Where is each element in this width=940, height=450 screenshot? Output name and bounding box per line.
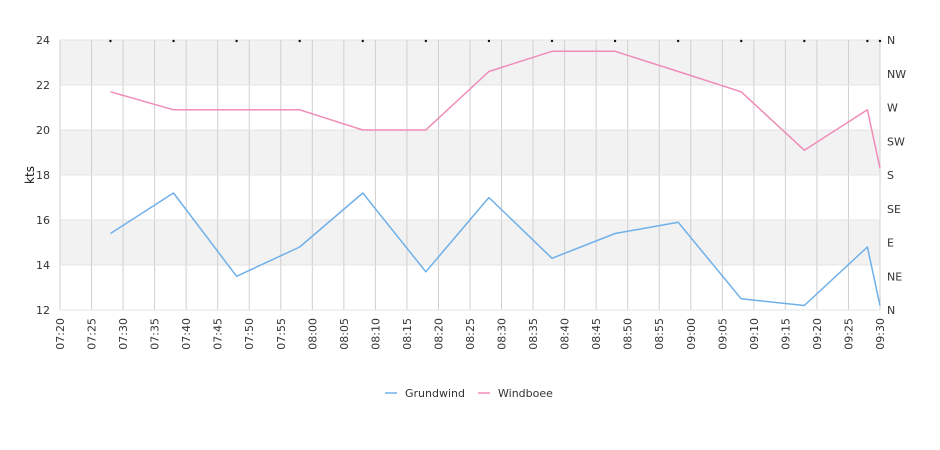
- x-tick-label: 09:05: [716, 318, 729, 350]
- direction-tick-label: NW: [887, 68, 906, 81]
- y-tick-label: 18: [36, 169, 50, 182]
- x-tick-label: 08:10: [369, 318, 382, 350]
- x-tick-label: 08:40: [559, 318, 572, 350]
- y-tick-label: 12: [36, 304, 50, 317]
- direction-markers: [109, 39, 882, 43]
- x-tick-label: 08:45: [590, 318, 603, 350]
- x-tick-label: 09:10: [748, 318, 761, 350]
- direction-tick-label: S: [887, 169, 894, 182]
- direction-marker: [613, 39, 617, 43]
- direction-marker: [740, 39, 743, 43]
- series-line-windboee: [110, 50, 881, 169]
- direction-marker: [235, 39, 238, 43]
- x-tick-label: 09:15: [779, 318, 792, 350]
- x-tick-label: 09:30: [874, 318, 887, 350]
- x-tick-label: 08:20: [432, 318, 445, 350]
- direction-tick-label: E: [887, 237, 894, 250]
- x-tick-label: 08:05: [338, 318, 351, 350]
- x-axis-ticks: 07:20 07:25 07:30 07:35 07:40 07:45 07:50 07:55…: [54, 318, 887, 350]
- x-tick-label: 07:40: [180, 318, 193, 350]
- direction-tick-label: N: [887, 34, 895, 47]
- legend-label[interactable]: Grundwind: [405, 387, 465, 400]
- x-tick-label: 08:00: [306, 318, 319, 350]
- direction-tick-label: SW: [887, 135, 905, 148]
- direction-tick-label: NE: [887, 270, 902, 283]
- x-tick-label: 09:25: [842, 318, 855, 350]
- x-tick-label: 07:35: [149, 318, 162, 350]
- y-tick-label: 22: [36, 79, 50, 92]
- x-tick-label: 07:20: [54, 318, 67, 350]
- direction-marker: [866, 39, 869, 43]
- x-tick-label: 09:00: [685, 318, 698, 350]
- y-tick-label: 16: [36, 214, 50, 227]
- x-tick-label: 07:45: [212, 318, 225, 350]
- x-tick-label: 08:25: [464, 318, 477, 350]
- direction-marker: [109, 39, 112, 43]
- x-tick-label: 08:30: [496, 318, 509, 350]
- series-lines: [110, 50, 881, 307]
- direction-tick-label: SE: [887, 203, 901, 216]
- y-tick-label: 24: [36, 34, 50, 47]
- direction-marker: [803, 39, 806, 43]
- y-tick-label: 20: [36, 124, 50, 137]
- x-tick-label: 07:25: [86, 318, 99, 350]
- x-tick-label: 07:30: [117, 318, 130, 350]
- x-tick-label: 07:50: [243, 318, 256, 350]
- x-tick-label: 08:55: [653, 318, 666, 350]
- direction-marker: [298, 39, 301, 43]
- direction-marker: [487, 39, 491, 43]
- x-tick-label: 08:35: [527, 318, 540, 350]
- direction-marker: [361, 39, 364, 43]
- direction-marker: [878, 39, 882, 43]
- x-tick-label: 08:50: [622, 318, 635, 350]
- direction-marker: [172, 39, 175, 43]
- y-tick-label: 14: [36, 259, 50, 272]
- y-axis-title: kts: [23, 166, 37, 184]
- x-tick-label: 09:20: [811, 318, 824, 350]
- direction-marker: [424, 39, 428, 43]
- series-line-grundwind: [110, 192, 881, 307]
- legend: Grundwind Windboee: [385, 387, 553, 400]
- direction-axis-ticks: N NE E SE S SW W NW N: [887, 34, 906, 317]
- legend-label[interactable]: Windboee: [498, 387, 553, 400]
- direction-tick-label: N: [887, 304, 895, 317]
- y-axis-ticks: 12 14 16 18 20 22 24: [36, 34, 50, 317]
- x-tick-label: 08:15: [401, 318, 414, 350]
- direction-marker: [550, 39, 554, 43]
- x-tick-label: 07:55: [275, 318, 288, 350]
- direction-tick-label: W: [887, 102, 898, 115]
- direction-marker: [676, 39, 680, 43]
